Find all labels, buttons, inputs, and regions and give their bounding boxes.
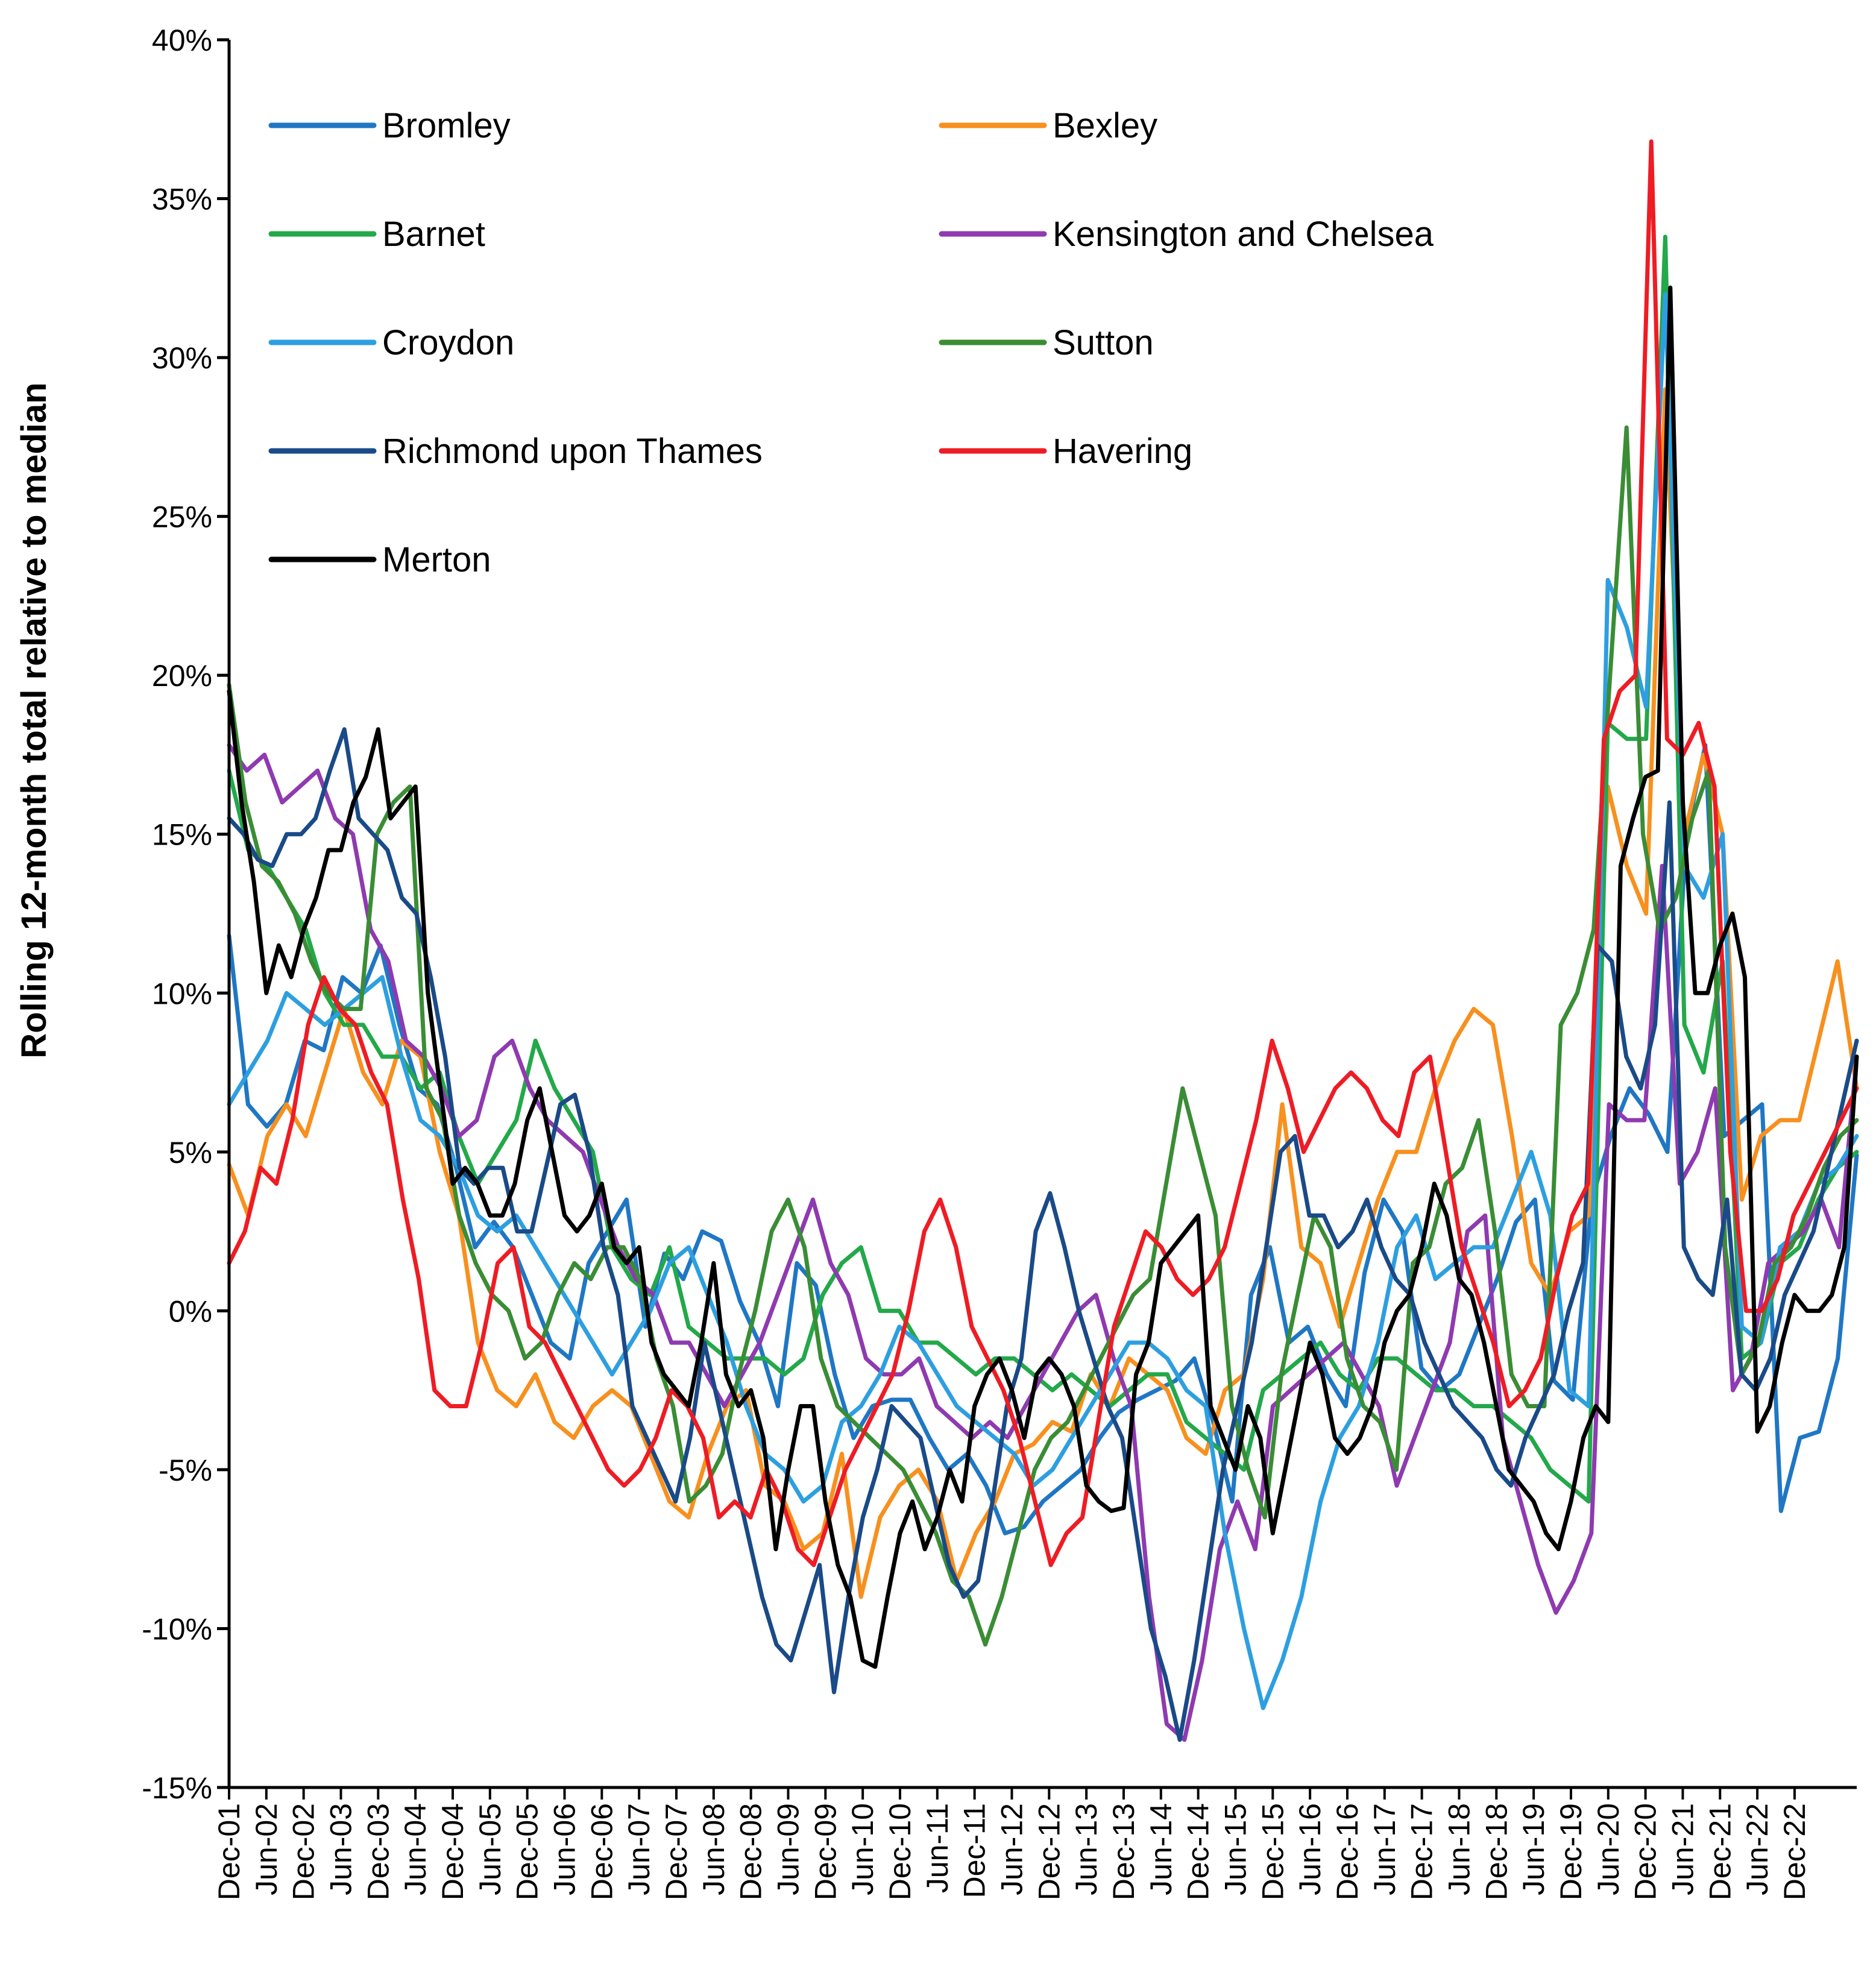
x-tick-label: Dec-03 — [361, 1803, 395, 1900]
x-tick-label: Dec-22 — [1778, 1803, 1811, 1900]
y-tick-label: -15% — [142, 1771, 212, 1805]
x-tick-label: Jun-17 — [1368, 1803, 1402, 1895]
y-tick-label: 10% — [152, 977, 212, 1010]
x-tick-label: Dec-14 — [1182, 1803, 1215, 1900]
x-tick-label: Jun-10 — [846, 1803, 880, 1895]
x-tick-label: Dec-05 — [511, 1803, 544, 1900]
x-tick-label: Jun-15 — [1219, 1803, 1253, 1895]
legend-label-croydon: Croydon — [382, 323, 514, 362]
series-line-merton — [227, 285, 1859, 1669]
series-line-richmond-upon-thames — [227, 727, 1859, 1742]
x-tick-label: Dec-01 — [212, 1803, 246, 1900]
x-tick-label: Jun-11 — [921, 1803, 954, 1893]
legend-label-havering: Havering — [1053, 432, 1192, 471]
x-tick-label: Jun-16 — [1293, 1803, 1327, 1895]
x-tick-label: Dec-13 — [1107, 1803, 1141, 1900]
x-tick-label: Jun-09 — [772, 1803, 805, 1895]
x-tick-label: Dec-04 — [436, 1803, 470, 1900]
x-tick-label: Dec-16 — [1330, 1803, 1364, 1900]
legend: Bromley Bexley Barnet Kensington and Chelse… — [268, 106, 1434, 579]
y-tick-label: 15% — [152, 818, 212, 852]
y-tick-label: 25% — [152, 500, 212, 534]
y-tick-label: -10% — [142, 1612, 212, 1646]
legend-label-kensington-and-chelsea: Kensington and Chelsea — [1053, 215, 1434, 254]
series-line-sutton — [227, 425, 1859, 1647]
x-tick-label: Jun-12 — [995, 1803, 1029, 1895]
x-tick-label: Jun-05 — [473, 1803, 507, 1895]
x-tick-label: Dec-09 — [808, 1803, 842, 1900]
y-tick-label: -5% — [159, 1453, 212, 1487]
x-tick-label: Dec-08 — [734, 1803, 768, 1900]
x-tick-label: Jun-02 — [250, 1803, 283, 1895]
x-tick-label: Jun-20 — [1591, 1803, 1625, 1895]
x-tick-label: Dec-11 — [958, 1803, 992, 1898]
y-tick-label: 40% — [152, 24, 212, 57]
series-layer — [227, 139, 1859, 1742]
legend-label-richmond-upon-thames: Richmond upon Thames — [382, 432, 763, 471]
series-line-croydon — [227, 292, 1859, 1710]
x-tick-label: Dec-21 — [1703, 1803, 1737, 1900]
y-tick-label: 35% — [152, 183, 212, 216]
x-tick-label: Dec-02 — [287, 1803, 321, 1900]
series-line-havering — [227, 139, 1859, 1567]
y-tick-label: 30% — [152, 341, 212, 375]
x-tick-label: Jun-19 — [1517, 1803, 1550, 1895]
y-axis-label: Rolling 12-month total relative to media… — [14, 382, 54, 1058]
series-line-barnet — [227, 235, 1859, 1504]
x-tick-label: Jun-07 — [622, 1803, 656, 1895]
x-tick-label: Jun-14 — [1144, 1803, 1178, 1895]
x-tick-label: Dec-06 — [585, 1803, 619, 1900]
x-tick-label: Dec-15 — [1256, 1803, 1289, 1900]
x-tick-label: Jun-18 — [1443, 1803, 1476, 1895]
x-tick-label: Dec-10 — [883, 1803, 917, 1900]
x-tick-label: Jun-04 — [398, 1803, 432, 1895]
x-tick-label: Jun-08 — [697, 1803, 731, 1895]
legend-label-sutton: Sutton — [1053, 323, 1154, 362]
x-tick-label: Dec-12 — [1032, 1803, 1066, 1900]
x-tick-label: Jun-06 — [548, 1803, 582, 1895]
y-tick-label: 20% — [152, 659, 212, 693]
legend-label-bexley: Bexley — [1053, 106, 1157, 145]
legend-label-barnet: Barnet — [382, 215, 485, 254]
legend-label-bromley: Bromley — [382, 106, 511, 145]
x-tick-label: Dec-07 — [659, 1803, 693, 1900]
y-tick-label: 5% — [169, 1136, 212, 1170]
x-tick-label: Jun-13 — [1069, 1803, 1103, 1895]
axes-layer: 40%35%30%25%20%15%10%5%0%-5%-10%-15%Dec-… — [142, 24, 1857, 1900]
y-tick-label: 0% — [169, 1294, 212, 1328]
x-tick-label: Jun-21 — [1666, 1803, 1700, 1895]
x-tick-label: Jun-22 — [1740, 1803, 1774, 1895]
legend-label-merton: Merton — [382, 540, 491, 579]
x-tick-label: Dec-18 — [1479, 1803, 1513, 1900]
x-tick-label: Jun-03 — [324, 1803, 358, 1895]
x-tick-label: Dec-20 — [1629, 1803, 1663, 1900]
x-tick-label: Dec-17 — [1405, 1803, 1439, 1900]
series-line-kensington-and-chelsea — [227, 743, 1859, 1742]
x-tick-label: Dec-19 — [1554, 1803, 1588, 1900]
